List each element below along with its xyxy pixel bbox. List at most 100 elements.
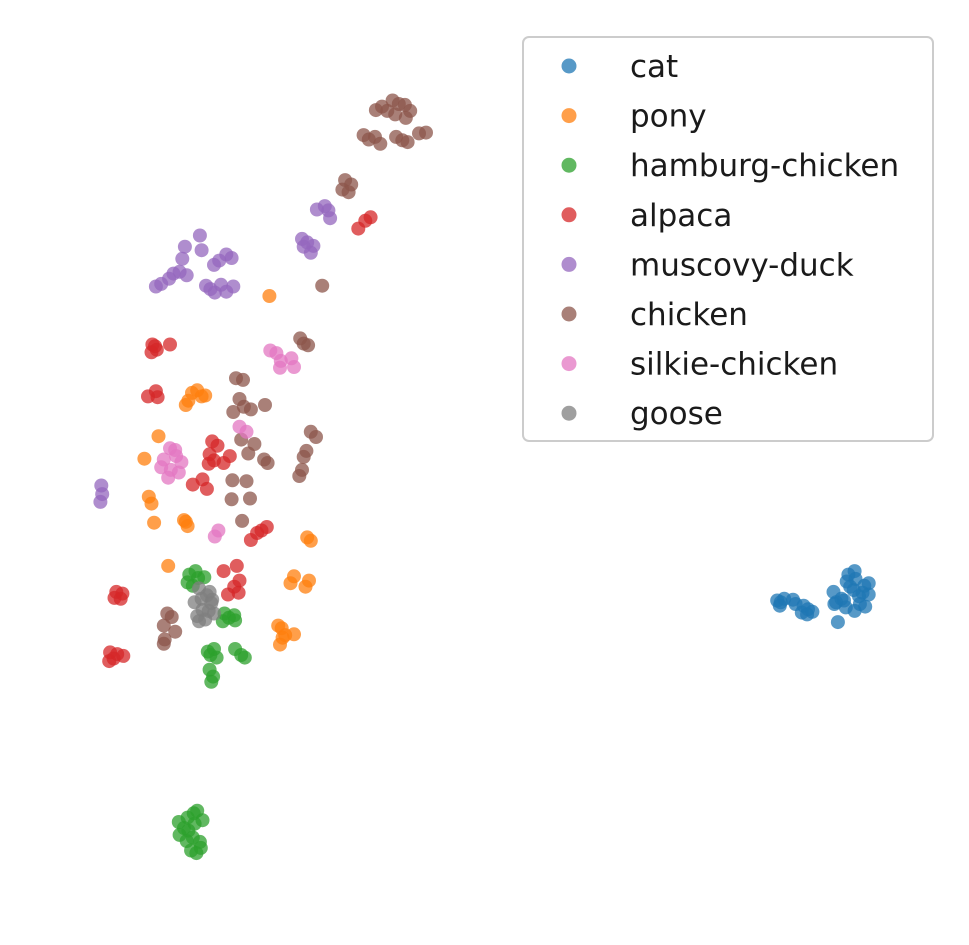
point-pony-5 — [178, 398, 193, 412]
point-chicken-30 — [243, 402, 258, 417]
legend-marker-hamburg-chicken — [561, 157, 577, 173]
point-cat-3 — [772, 598, 787, 613]
point-goose-4 — [202, 584, 217, 599]
point-muscovy-duck-10 — [177, 239, 192, 254]
point-alpaca-2 — [351, 221, 366, 236]
point-hamburg-chicken-10 — [228, 613, 243, 628]
point-pony-8 — [137, 451, 152, 466]
point-goose-12 — [187, 595, 202, 610]
point-chicken-35 — [241, 446, 256, 461]
legend-label-alpaca: alpaca — [630, 198, 732, 234]
point-pony-6 — [198, 388, 213, 403]
point-alpaca-5 — [163, 337, 177, 352]
point-hamburg-chicken-17 — [237, 650, 252, 665]
point-chicken-32 — [226, 405, 241, 419]
point-muscovy-duck-21 — [148, 279, 163, 294]
point-muscovy-duck-31 — [93, 494, 108, 509]
point-pony-24 — [287, 627, 301, 642]
point-alpaca-17 — [201, 456, 216, 471]
point-muscovy-duck-16 — [175, 251, 190, 266]
point-silkie-chicken-18 — [207, 529, 222, 544]
point-chicken-51 — [156, 618, 171, 633]
point-pony-16 — [303, 533, 318, 548]
point-chicken-12 — [373, 136, 388, 151]
point-alpaca-20 — [185, 477, 200, 492]
point-alpaca-29 — [231, 585, 246, 600]
point-silkie-chicken-15 — [171, 465, 186, 480]
point-alpaca-10 — [150, 390, 165, 405]
point-chicken-48 — [235, 513, 250, 528]
point-cat-27 — [838, 600, 853, 615]
legend-label-chicken: chicken — [630, 297, 748, 333]
point-goose-11 — [192, 614, 206, 629]
point-chicken-54 — [156, 636, 171, 651]
point-alpaca-7 — [148, 339, 162, 354]
legend-label-muscovy-duck: muscovy-duck — [630, 247, 854, 283]
point-cat-29 — [827, 597, 842, 611]
point-chicken-46 — [243, 491, 257, 506]
point-hamburg-chicken-33 — [192, 834, 207, 849]
point-chicken-27 — [236, 372, 250, 387]
point-cat-25 — [858, 599, 873, 614]
point-chicken-37 — [260, 456, 275, 470]
point-alpaca-34 — [113, 591, 128, 606]
point-muscovy-duck-8 — [303, 245, 318, 260]
point-chicken-8 — [388, 107, 403, 122]
point-alpaca-16 — [222, 449, 237, 464]
point-pony-21 — [302, 573, 316, 588]
point-cat-24 — [861, 587, 876, 602]
legend-marker-muscovy-duck — [561, 256, 577, 272]
legend-marker-pony — [561, 108, 577, 124]
point-pony-7 — [151, 429, 166, 444]
point-pony-27 — [271, 618, 286, 633]
point-pony-14 — [178, 514, 193, 529]
point-chicken-39 — [309, 430, 323, 444]
legend-marker-alpaca — [561, 207, 577, 223]
point-muscovy-duck-2 — [309, 202, 324, 217]
point-chicken-47 — [224, 492, 239, 507]
point-cat-31 — [847, 564, 862, 579]
point-silkie-chicken-7 — [239, 424, 254, 439]
point-cat-10 — [805, 604, 820, 619]
point-alpaca-30 — [221, 587, 235, 602]
points-layer — [93, 93, 876, 861]
point-chicken-52 — [168, 624, 183, 639]
legend-marker-chicken — [561, 306, 577, 322]
series-silkie-chicken — [154, 343, 301, 544]
point-muscovy-duck-22 — [179, 268, 194, 283]
point-alpaca-26 — [229, 558, 244, 573]
point-hamburg-chicken-3 — [197, 570, 212, 585]
series-pony — [137, 289, 318, 652]
point-silkie-chicken-5 — [273, 360, 287, 375]
point-pony-11 — [147, 515, 162, 530]
point-muscovy-duck-3 — [323, 211, 338, 226]
point-silkie-chicken-16 — [161, 470, 176, 485]
point-pony-26 — [275, 630, 290, 645]
legend-label-hamburg-chicken: hamburg-chicken — [630, 148, 899, 184]
point-goose-10 — [204, 596, 219, 611]
point-muscovy-duck-15 — [207, 257, 221, 272]
legend-label-silkie-chicken: silkie-chicken — [630, 347, 838, 383]
point-chicken-15 — [400, 135, 415, 150]
point-pony-10 — [144, 496, 159, 511]
legend-marker-silkie-chicken — [561, 356, 577, 372]
legend-label-pony: pony — [630, 99, 707, 135]
series-alpaca — [102, 210, 378, 669]
point-cat-28 — [830, 615, 845, 630]
point-alpaca-39 — [102, 654, 117, 669]
legend-marker-goose — [561, 405, 577, 421]
point-chicken-41 — [296, 449, 311, 464]
point-alpaca-25 — [216, 564, 231, 579]
point-hamburg-chicken-35 — [187, 816, 202, 831]
point-muscovy-duck-9 — [192, 228, 207, 243]
point-cat-30 — [861, 576, 876, 591]
series-chicken — [156, 93, 433, 651]
point-alpaca-38 — [116, 648, 131, 663]
point-chicken-22 — [315, 278, 330, 293]
series-goose — [187, 581, 221, 629]
point-silkie-chicken-4 — [287, 360, 301, 374]
point-chicken-43 — [292, 469, 307, 483]
legend-entries: cat pony hamburg-chicken alpaca muscovy-duck… — [561, 49, 899, 432]
legend-frame — [522, 36, 934, 442]
